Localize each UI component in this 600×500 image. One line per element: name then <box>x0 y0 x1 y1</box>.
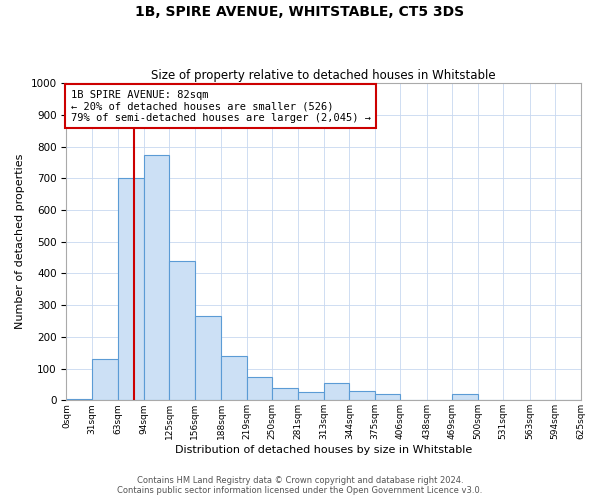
Bar <box>375 394 400 400</box>
Bar <box>298 392 324 400</box>
Bar <box>67 398 92 400</box>
Bar <box>272 388 298 400</box>
Bar <box>195 316 221 400</box>
Y-axis label: Number of detached properties: Number of detached properties <box>15 154 25 330</box>
Text: Contains HM Land Registry data © Crown copyright and database right 2024.
Contai: Contains HM Land Registry data © Crown c… <box>118 476 482 495</box>
Bar <box>92 359 118 401</box>
Title: Size of property relative to detached houses in Whitstable: Size of property relative to detached ho… <box>151 69 496 82</box>
Text: 1B, SPIRE AVENUE, WHITSTABLE, CT5 3DS: 1B, SPIRE AVENUE, WHITSTABLE, CT5 3DS <box>136 5 464 19</box>
Bar <box>221 356 247 401</box>
Bar <box>349 391 375 400</box>
Text: 1B SPIRE AVENUE: 82sqm
← 20% of detached houses are smaller (526)
79% of semi-de: 1B SPIRE AVENUE: 82sqm ← 20% of detached… <box>71 90 371 122</box>
Bar <box>144 154 169 400</box>
Bar <box>324 383 349 400</box>
Bar <box>452 394 478 400</box>
Bar <box>247 376 272 400</box>
Bar <box>169 261 195 400</box>
Bar <box>118 178 144 400</box>
X-axis label: Distribution of detached houses by size in Whitstable: Distribution of detached houses by size … <box>175 445 472 455</box>
